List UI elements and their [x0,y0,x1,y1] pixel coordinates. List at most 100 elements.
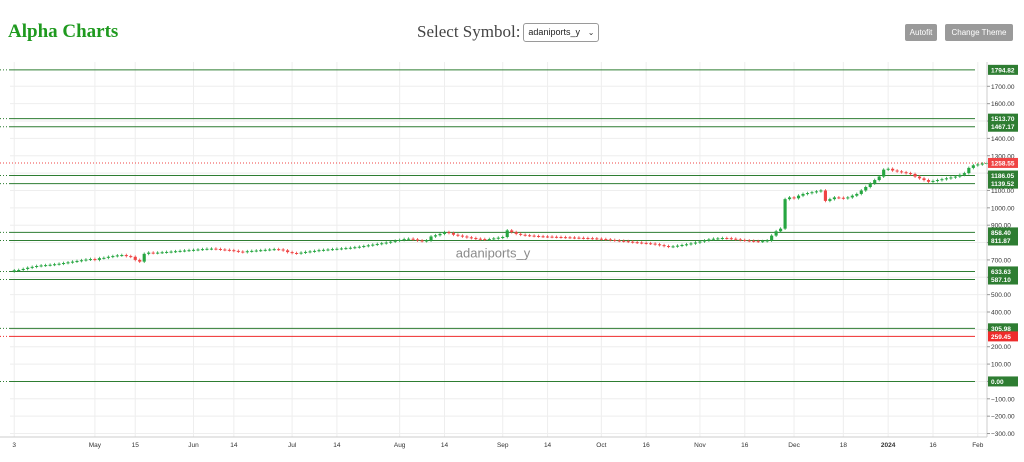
candle-body [586,238,590,240]
candle-body [44,265,48,267]
candlestick-chart[interactable]: adaniports_y −300.00 −200.00 −100.00 0.00 100… [0,62,1024,462]
candle-body [416,239,420,241]
candle-body [895,170,899,172]
candle-body [971,165,975,168]
candle-body [492,238,496,240]
candle-body [371,244,375,246]
candle-body [241,251,245,253]
candle-body [716,238,720,240]
candle-body [389,241,393,243]
candle-body [689,243,693,245]
candle-body [532,235,536,237]
candle-body [774,231,778,236]
candle-body [151,252,155,254]
candle-body [882,169,886,177]
candle-body [590,238,594,240]
candle-body [79,260,84,262]
autofit-button[interactable]: Autofit [905,24,937,41]
brand-title: Alpha Charts [8,21,119,42]
candle-body [770,235,774,241]
price-line-label-bg [988,170,1018,181]
candle-body [35,265,39,267]
candle-body [823,190,827,201]
candle-body [160,252,164,254]
x-tick-label: Oct [596,442,606,449]
x-tick-label: Aug [394,442,406,449]
candle-body [819,190,823,192]
candle-body [447,232,451,234]
candle-body [53,264,57,266]
candle-body [75,260,79,262]
candle-body [501,237,505,238]
x-tick-label: 18 [840,442,848,449]
candle-body [339,248,343,250]
candle-body [254,250,258,252]
candle-body [61,263,66,265]
price-line-label-bg [988,274,1018,285]
candle-body [362,246,366,248]
y-tick-label: −200.00 [991,414,1015,421]
candle-body [26,267,30,269]
price-line-label: 1467.17 [991,124,1015,131]
candle-body [191,249,196,251]
candle-body [810,192,814,194]
candle-body [640,242,644,244]
candle-body [519,233,523,235]
candle-body [411,238,415,240]
candle-body [344,248,348,250]
candle-body [259,250,263,252]
x-tick-label: 3 [12,442,16,449]
symbol-select[interactable]: adaniports_y ⌄ [523,22,600,42]
x-tick-label: 14 [333,442,341,449]
candle-body [299,252,303,254]
candle-body [460,235,464,237]
candle-body [424,240,429,242]
candle-body [814,191,819,193]
candle-body [214,248,218,250]
candle-body [801,193,805,196]
candle-body [353,247,357,249]
candle-body [317,250,321,252]
symbol-selector: Select Symbol: adaniports_y ⌄ [417,22,600,42]
candle-body [622,240,626,242]
candle-body [330,249,335,251]
candle-body [953,176,957,178]
x-tick-label: Dec [788,442,800,449]
price-line-label-bg [988,121,1018,132]
price-line-label-bg [988,331,1018,342]
price-line-label-bg [988,178,1018,189]
candle-body [182,250,187,252]
candle-body [223,249,227,251]
candle-body [617,240,621,242]
candle-body [303,251,308,253]
change-theme-button[interactable]: Change Theme [945,24,1013,41]
candle-body [250,250,254,252]
y-tick-label: 1000.00 [991,205,1015,212]
candle-body [174,251,178,253]
candle-body [604,239,608,241]
candle-body [864,187,868,191]
candle-body [456,234,460,236]
candle-body [909,173,913,175]
candle-body [917,176,922,179]
candle-body [380,243,384,245]
candle-body [743,239,747,241]
candle-body [433,235,438,237]
candle-body [169,251,173,253]
candle-body [469,237,473,239]
price-line-label: 0.00 [991,379,1004,386]
y-tick-label: 700.00 [991,257,1011,264]
candle-body [891,168,895,171]
x-tick-label: 2024 [881,442,896,449]
price-line-label: 1513.70 [991,116,1015,123]
candle-body [563,237,568,239]
price-line-label: 858.40 [991,230,1011,237]
candle-body [196,249,200,251]
price-line-label: 1794.82 [991,67,1015,74]
candle-body [407,238,411,240]
candle-body [124,255,128,257]
candle-body [935,180,940,182]
price-line-label-bg [988,227,1018,238]
price-line-label-bg [988,235,1018,246]
candle-body [725,238,729,240]
